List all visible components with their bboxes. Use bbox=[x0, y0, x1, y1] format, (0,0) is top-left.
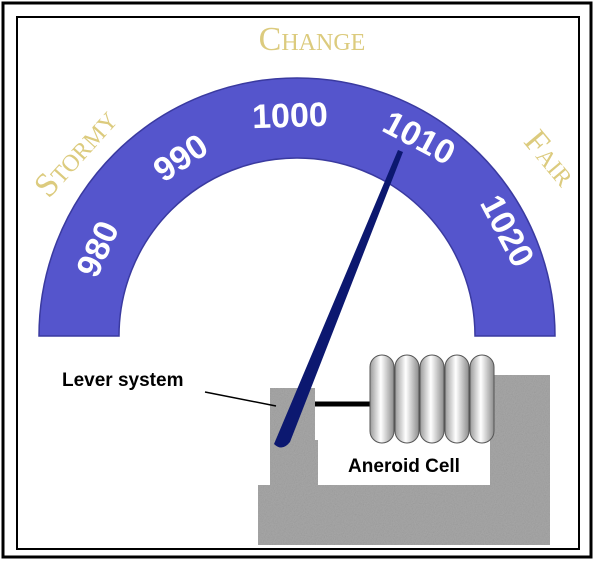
inner-frame bbox=[16, 16, 580, 550]
leader-line bbox=[204, 391, 277, 407]
cell-segment bbox=[469, 354, 495, 444]
base-block bbox=[258, 375, 550, 545]
cell-label-bg bbox=[320, 450, 488, 482]
zone-label: Fair bbox=[517, 123, 584, 193]
cell-segment bbox=[394, 354, 420, 444]
scale-arc bbox=[38, 77, 556, 337]
cell-segment bbox=[369, 354, 395, 444]
aneroid-cell bbox=[369, 354, 495, 444]
cell-segment bbox=[444, 354, 470, 444]
needle bbox=[274, 150, 403, 448]
scale-label: 1000 bbox=[251, 96, 328, 137]
lever-label: Lever system bbox=[62, 370, 183, 391]
zone-label: Change bbox=[259, 21, 366, 58]
cell-segment bbox=[419, 354, 445, 444]
cell-label: Aneroid Cell bbox=[348, 456, 460, 477]
